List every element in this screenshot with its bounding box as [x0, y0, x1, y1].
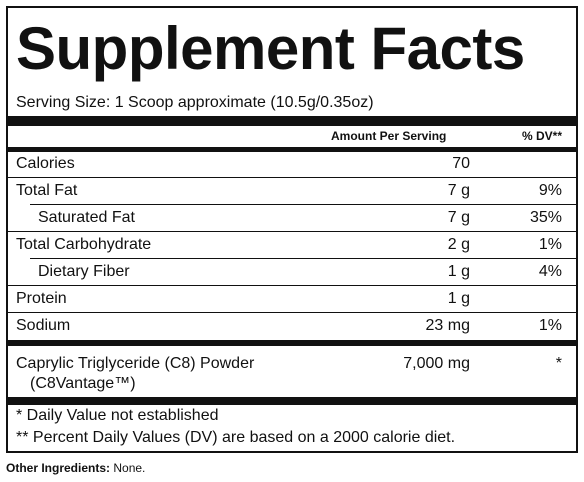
- daily-value-header: % DV**: [521, 129, 562, 143]
- nutrient-name: Dietary Fiber: [38, 263, 130, 280]
- row-divider: [8, 285, 576, 286]
- row-divider: [30, 204, 576, 205]
- nutrient-amount: 7 g: [447, 182, 470, 199]
- panel-title: Supplement Facts: [16, 15, 525, 82]
- nutrient-amount: 70: [452, 155, 470, 172]
- nutrient-amount: 1 g: [447, 290, 470, 307]
- other-ingredients-label: Other Ingredients:: [6, 461, 111, 475]
- serving-size: Serving Size: 1 Scoop approximate (10.5g…: [16, 94, 374, 111]
- nutrient-dv: 1%: [538, 236, 562, 253]
- divider-footer: [8, 397, 576, 405]
- nutrient-dv: 9%: [538, 182, 562, 199]
- ingredient-dv: *: [555, 355, 562, 372]
- nutrient-amount: 23 mg: [425, 317, 470, 334]
- nutrient-name: Protein: [16, 290, 67, 307]
- nutrient-name: Saturated Fat: [38, 209, 135, 226]
- nutrient-dv: 1%: [538, 317, 562, 334]
- supplement-facts-panel: Supplement Facts Serving Size: 1 Scoop a…: [6, 6, 578, 453]
- divider-thick: [8, 116, 576, 126]
- row-divider: [30, 258, 576, 259]
- other-ingredients-value: None.: [113, 461, 146, 475]
- ingredient-name-line2: (C8Vantage™): [30, 375, 136, 392]
- other-ingredients: Other Ingredients: None.: [6, 459, 145, 477]
- row-divider: [8, 231, 576, 232]
- nutrient-name: Total Carbohydrate: [16, 236, 152, 253]
- nutrient-name: Sodium: [16, 317, 71, 334]
- ingredient-amount: 7,000 mg: [403, 355, 470, 372]
- nutrient-name: Calories: [16, 155, 75, 172]
- ingredient-name: Caprylic Triglyceride (C8) Powder (C8Van…: [16, 354, 316, 394]
- divider-header: [8, 147, 576, 152]
- footnote-daily-value: * Daily Value not established: [16, 407, 219, 424]
- row-divider: [8, 312, 576, 313]
- nutrient-dv: 4%: [538, 263, 562, 280]
- ingredient-name-line1: Caprylic Triglyceride (C8) Powder: [16, 355, 255, 372]
- nutrient-amount: 2 g: [447, 236, 470, 253]
- amount-per-serving-header: Amount Per Serving: [331, 129, 447, 143]
- divider-section: [8, 340, 576, 346]
- nutrient-dv: 35%: [529, 209, 562, 226]
- nutrient-amount: 7 g: [447, 209, 470, 226]
- row-divider: [8, 177, 576, 178]
- nutrient-amount: 1 g: [447, 263, 470, 280]
- nutrient-name: Total Fat: [16, 182, 78, 199]
- footnote-percent-dv: ** Percent Daily Values (DV) are based o…: [16, 429, 456, 446]
